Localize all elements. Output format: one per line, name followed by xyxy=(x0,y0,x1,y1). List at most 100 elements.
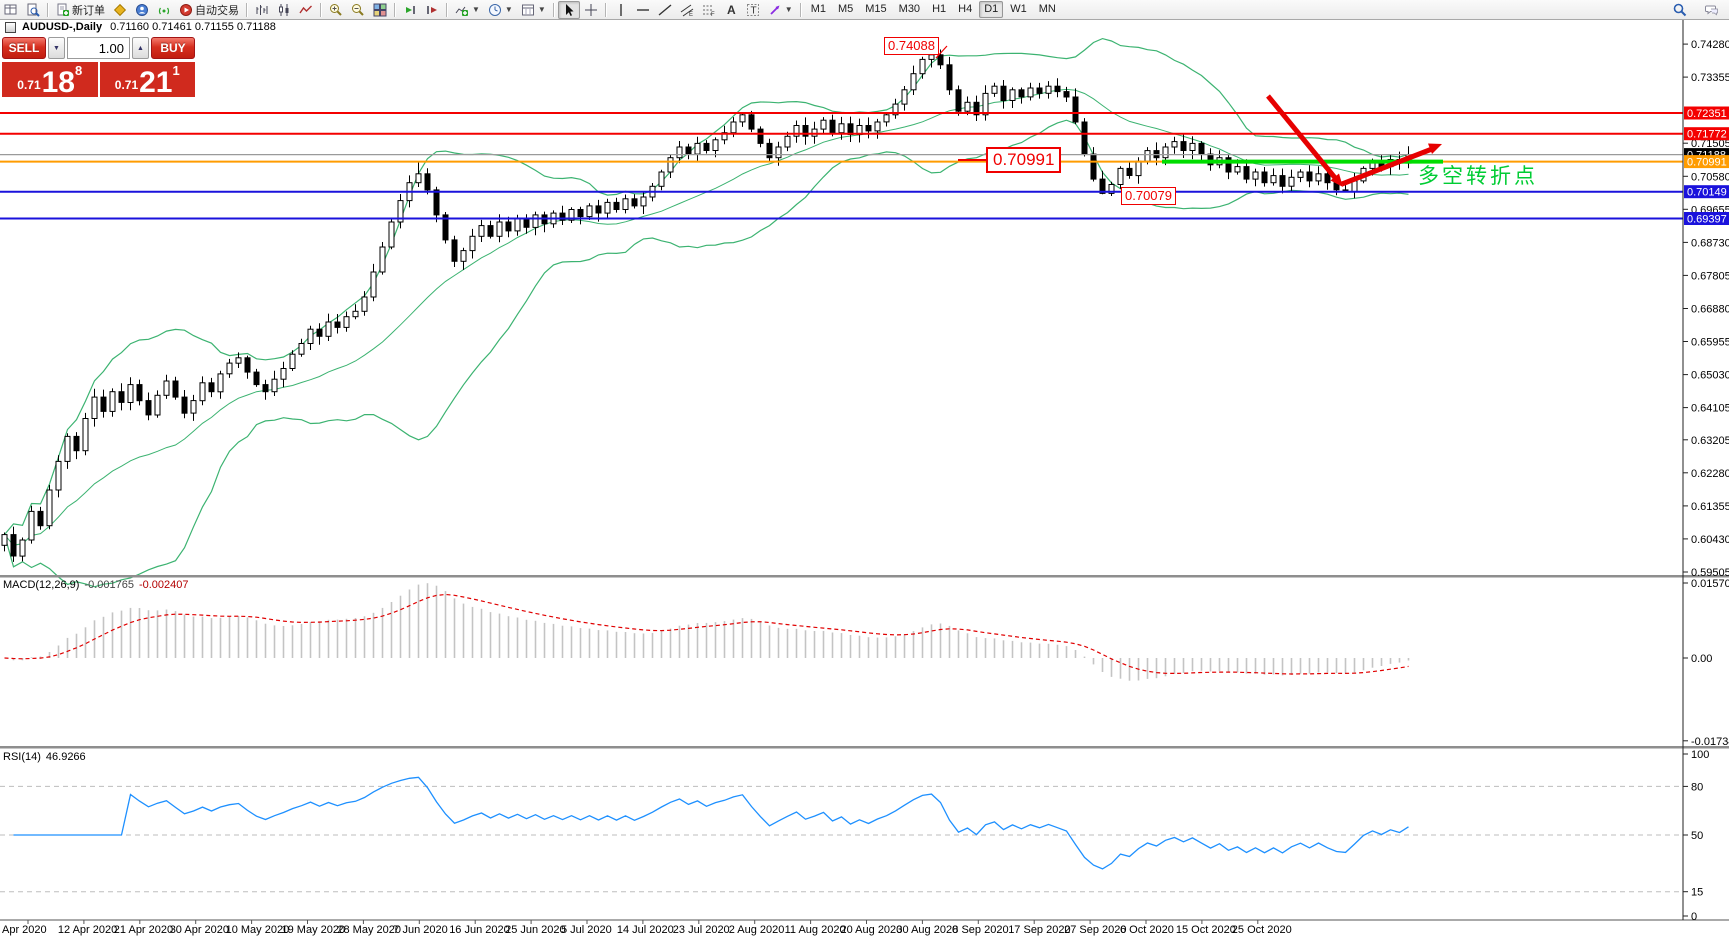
candle-body[interactable] xyxy=(1027,87,1034,98)
candle-body[interactable] xyxy=(1252,171,1259,180)
timeframe-button-MN[interactable]: MN xyxy=(1038,3,1056,15)
candle-body[interactable] xyxy=(1261,171,1268,184)
horizontal-line-button[interactable] xyxy=(632,1,654,19)
arrows-button[interactable]: ▼ xyxy=(764,1,797,19)
candle-body[interactable] xyxy=(1279,175,1286,187)
candle-body[interactable] xyxy=(1198,142,1205,155)
candle-body[interactable] xyxy=(622,198,629,211)
candle-body[interactable] xyxy=(640,196,647,207)
text-button[interactable]: A xyxy=(720,1,742,19)
candle-body[interactable] xyxy=(883,114,890,123)
candle-body[interactable] xyxy=(1090,153,1097,180)
timeframe-button-W1[interactable]: W1 xyxy=(1010,3,1027,15)
candle-body[interactable] xyxy=(658,171,665,187)
annotation-low-price[interactable]: 0.70079 xyxy=(1121,187,1176,205)
candle-body[interactable] xyxy=(685,146,692,155)
candle-body[interactable] xyxy=(964,101,971,112)
chat-button[interactable] xyxy=(1701,1,1723,19)
new-order-button[interactable]: 新订单 xyxy=(52,1,109,19)
candle-body[interactable] xyxy=(487,225,494,237)
metaeditor-button[interactable] xyxy=(109,1,131,19)
candle-body[interactable] xyxy=(253,371,260,386)
candle-body[interactable] xyxy=(1288,176,1295,187)
templates-button[interactable]: ▼ xyxy=(517,1,550,19)
candle-body[interactable] xyxy=(712,139,719,152)
candle-body[interactable] xyxy=(271,378,278,393)
candle-body[interactable] xyxy=(802,125,809,137)
candle-body[interactable] xyxy=(460,250,467,262)
candle-body[interactable] xyxy=(118,391,125,403)
candle-body[interactable] xyxy=(1126,167,1133,176)
candle-body[interactable] xyxy=(208,382,215,393)
print-preview-button[interactable] xyxy=(22,1,44,19)
candle-body[interactable] xyxy=(568,209,575,221)
candle-body[interactable] xyxy=(559,212,566,221)
candle-body[interactable] xyxy=(478,225,485,237)
chart-shift-button[interactable] xyxy=(421,1,443,19)
candle-body[interactable] xyxy=(703,142,710,151)
candle-body[interactable] xyxy=(676,146,683,159)
candle-body[interactable] xyxy=(451,239,458,262)
candle-body[interactable] xyxy=(1225,157,1232,173)
candle-body[interactable] xyxy=(1324,173,1331,184)
candle-body[interactable] xyxy=(775,146,782,159)
zoom-out-button[interactable] xyxy=(347,1,369,19)
candle-body[interactable] xyxy=(1000,85,1007,101)
timeframe-button-D1[interactable]: D1 xyxy=(979,1,1004,18)
candle-body[interactable] xyxy=(1171,141,1178,148)
timeframe-button-H1[interactable]: H1 xyxy=(932,3,947,15)
periods-button[interactable]: ▼ xyxy=(484,1,517,19)
candle-body[interactable] xyxy=(244,357,251,373)
down-arrow-shaft[interactable] xyxy=(1266,94,1338,181)
candle-body[interactable] xyxy=(316,328,323,337)
candle-body[interactable] xyxy=(199,382,206,402)
candle-body[interactable] xyxy=(127,384,134,404)
bollinger-band-line[interactable] xyxy=(4,88,1409,546)
candle-body[interactable] xyxy=(55,460,62,491)
candle-body[interactable] xyxy=(496,221,503,237)
candle-body[interactable] xyxy=(1297,171,1304,178)
candle-body[interactable] xyxy=(838,123,845,134)
candle-body[interactable] xyxy=(928,54,935,60)
candle-body[interactable] xyxy=(991,85,998,94)
candle-body[interactable] xyxy=(910,73,917,91)
candle-body[interactable] xyxy=(433,189,440,216)
candlestick-button[interactable] xyxy=(273,1,295,19)
candle-body[interactable] xyxy=(19,539,26,557)
candle-body[interactable] xyxy=(1,534,8,546)
bar-chart-button[interactable] xyxy=(251,1,273,19)
candle-body[interactable] xyxy=(442,214,449,241)
volume-increase-button[interactable]: ▲ xyxy=(132,37,149,59)
volume-input[interactable]: 1.00 xyxy=(67,37,130,59)
profile-button[interactable] xyxy=(131,1,153,19)
candle-body[interactable] xyxy=(892,103,899,116)
candle-body[interactable] xyxy=(505,221,512,232)
line-chart-button[interactable] xyxy=(295,1,317,19)
charts-grid-button[interactable] xyxy=(0,1,22,19)
candle-body[interactable] xyxy=(586,205,593,218)
candle-body[interactable] xyxy=(235,357,242,364)
candle-body[interactable] xyxy=(163,380,170,396)
bid-price-panel[interactable]: 0.71 18 8 xyxy=(2,62,98,98)
candle-body[interactable] xyxy=(577,209,584,218)
candle-body[interactable] xyxy=(91,396,98,420)
candle-body[interactable] xyxy=(766,142,773,159)
candle-body[interactable] xyxy=(172,380,179,398)
candle-body[interactable] xyxy=(631,198,638,207)
candle-body[interactable] xyxy=(424,173,431,191)
auto-trading-button[interactable]: 自动交易 xyxy=(175,1,243,19)
candle-body[interactable] xyxy=(955,89,962,112)
candle-body[interactable] xyxy=(1045,85,1052,94)
candle-body[interactable] xyxy=(307,328,314,345)
candle-body[interactable] xyxy=(1081,121,1088,155)
fibonacci-button[interactable]: F xyxy=(698,1,720,19)
candle-body[interactable] xyxy=(739,114,746,123)
trend-line-button[interactable] xyxy=(654,1,676,19)
timeframe-button-M1[interactable]: M1 xyxy=(810,3,826,15)
candle-body[interactable] xyxy=(10,534,17,557)
candle-body[interactable] xyxy=(217,373,224,393)
candle-body[interactable] xyxy=(1072,96,1079,123)
candle-body[interactable] xyxy=(532,214,539,228)
vertical-line-button[interactable] xyxy=(610,1,632,19)
